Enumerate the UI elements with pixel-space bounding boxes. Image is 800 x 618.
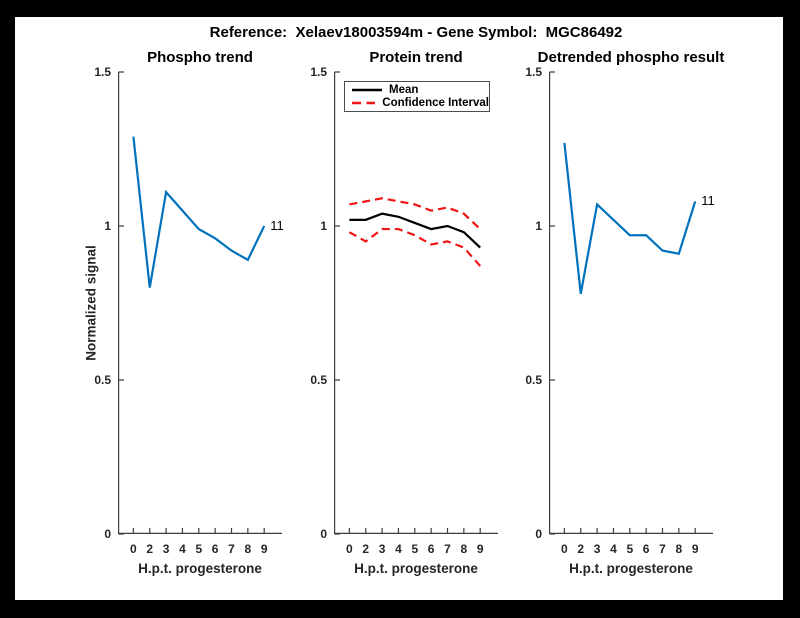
legend-item-label: Confidence Interval <box>382 97 489 110</box>
y-tick-label: 0.5 <box>525 373 542 387</box>
y-tick-label: 1 <box>104 219 111 233</box>
detrended-phospho-result-detrended-phospho-line <box>563 142 697 294</box>
x-tick-label: 5 <box>411 542 419 556</box>
y-tick-label: 1.5 <box>94 65 111 79</box>
x-tick-label: 8 <box>244 542 252 556</box>
legend-item: Mean <box>352 84 489 96</box>
y-tick-label: 0 <box>320 527 327 541</box>
x-tick-label: 3 <box>162 542 170 556</box>
x-tick-label: 3 <box>593 542 601 556</box>
x-tick-label: 6 <box>211 542 219 556</box>
y-tick-label: 1.5 <box>310 65 327 79</box>
x-tick-label: 2 <box>146 542 154 556</box>
subplot-title: Phospho trend <box>147 49 253 66</box>
axes <box>334 71 498 535</box>
x-tick-label: 0 <box>561 542 568 556</box>
x-tick-label: 3 <box>378 542 386 556</box>
y-tick-label: 1 <box>320 219 327 233</box>
x-tick-label: 2 <box>577 542 585 556</box>
detrended-phospho-result-plot <box>549 71 713 535</box>
x-tick-label: 9 <box>260 542 268 556</box>
x-tick-label: 6 <box>642 542 650 556</box>
x-tick-label: 7 <box>444 542 451 556</box>
y-tick-label: 1.5 <box>525 65 542 79</box>
y-tick-label: 0.5 <box>94 373 111 387</box>
protein-trend-mean-line <box>349 212 481 249</box>
protein-trend-ci-upper-line <box>349 197 481 230</box>
y-tick-label: 0 <box>104 527 111 541</box>
x-tick-label: 4 <box>395 542 402 556</box>
series-end-label: 11 <box>701 193 715 209</box>
protein-trend-ci-lower-line <box>348 227 482 267</box>
y-tick-label: 0 <box>535 527 542 541</box>
legend-box: Mean Confidence Interval <box>344 81 490 112</box>
legend-item-label: Mean <box>389 83 419 96</box>
x-axis-label: H.p.t. progesterone <box>138 561 262 576</box>
x-tick-label: 7 <box>228 542 235 556</box>
x-tick-label: 0 <box>346 542 353 556</box>
subplot-title: Detrended phospho result <box>537 49 725 66</box>
legend-solid-line-icon <box>352 88 382 91</box>
legend-dashed-line-icon <box>352 102 376 105</box>
axes <box>118 71 282 535</box>
figure-title: Reference: Xelaev18003594m - Gene Symbol… <box>209 24 623 41</box>
x-tick-label: 8 <box>675 542 683 556</box>
x-tick-label: 0 <box>130 542 137 556</box>
x-tick-label: 4 <box>610 542 617 556</box>
phospho-trend-plot <box>118 71 282 535</box>
series-end-label: 11 <box>270 218 284 233</box>
legend-item: Confidence Interval <box>352 97 489 109</box>
figure-area: Reference: Xelaev18003594m - Gene Symbol… <box>15 17 783 600</box>
y-tick-label: 0.5 <box>310 373 327 387</box>
phospho-trend-phospho-signal-line <box>132 136 266 288</box>
y-axis-label: Normalized signal <box>83 245 99 361</box>
x-tick-label: 9 <box>476 542 484 556</box>
x-tick-label: 6 <box>427 542 435 556</box>
subplot-title: Protein trend <box>369 49 463 66</box>
axes <box>549 71 713 535</box>
x-tick-label: 5 <box>626 542 634 556</box>
x-axis-label: H.p.t. progesterone <box>569 561 693 576</box>
x-axis-label: H.p.t. progesterone <box>354 561 478 576</box>
protein-trend-plot <box>334 71 498 535</box>
x-tick-label: 4 <box>179 542 186 556</box>
x-tick-label: 9 <box>691 542 699 556</box>
x-tick-label: 8 <box>460 542 468 556</box>
y-tick-label: 1 <box>535 219 542 233</box>
x-tick-label: 2 <box>362 542 370 556</box>
x-tick-label: 7 <box>659 542 666 556</box>
x-tick-label: 5 <box>195 542 203 556</box>
